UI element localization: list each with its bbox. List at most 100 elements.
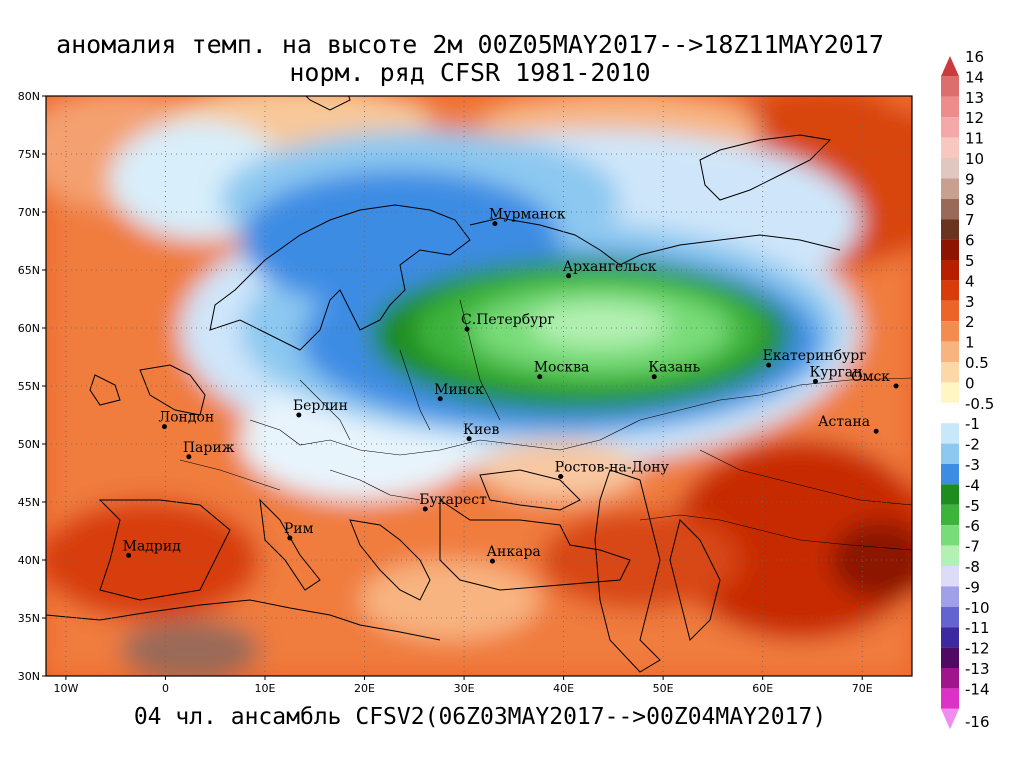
colorbar-swatch	[941, 382, 959, 403]
colorbar-label: 0	[965, 374, 975, 392]
colorbar-label: -2	[965, 436, 980, 454]
city-dot	[287, 535, 293, 541]
ensemble-footer: 04 чл. ансамбль CFSV2(06Z03MAY2017-->00Z…	[133, 704, 827, 730]
colorbar-swatch	[941, 525, 959, 546]
colorbar-label: -11	[965, 619, 990, 637]
colorbar-swatch	[941, 117, 959, 138]
colorbar-label: -14	[965, 680, 990, 698]
city-label: Берлин	[293, 398, 348, 414]
city-dot	[466, 436, 472, 442]
colorbar-swatch	[941, 341, 959, 362]
city-label: Астана	[818, 414, 870, 430]
lat-label: 60N	[18, 322, 40, 335]
city-dot	[464, 326, 470, 332]
lon-label: 70E	[852, 682, 873, 695]
lon-label: 10W	[53, 682, 78, 695]
colorbar-swatch	[941, 566, 959, 587]
colorbar-swatch	[941, 627, 959, 648]
lon-label: 30E	[454, 682, 475, 695]
colorbar-label: 10	[965, 150, 984, 168]
colorbar-label: -3	[965, 456, 980, 474]
city-label: Казань	[648, 360, 700, 376]
city-label: Курган	[809, 364, 862, 380]
colorbar-label: -12	[965, 640, 990, 658]
map-title: аномалия темп. на высоте 2м 00Z05MAY2017…	[56, 30, 884, 59]
colorbar-label: 7	[965, 211, 975, 229]
colorbar-label: -9	[965, 578, 980, 596]
colorbar-label: 3	[965, 293, 975, 311]
lon-label: 40E	[553, 682, 574, 695]
colorbar-label: 0.5	[965, 354, 989, 372]
colorbar-swatch	[941, 668, 959, 689]
anomaly-field	[46, 96, 912, 676]
colorbar-swatch	[941, 504, 959, 526]
city-dot	[296, 412, 302, 418]
city-dot	[489, 558, 495, 564]
city-dot	[161, 424, 167, 430]
lat-label: 45N	[18, 496, 40, 509]
lat-label: 70N	[18, 206, 40, 219]
colorbar-label: 12	[965, 109, 984, 127]
city-label: Мурманск	[489, 207, 566, 223]
colorbar-swatch	[941, 443, 959, 464]
city-label: Архангельск	[563, 259, 657, 275]
colorbar-swatch	[941, 647, 959, 668]
colorbar-swatch	[941, 362, 959, 383]
city-dot	[558, 473, 564, 479]
colorbar-swatch	[941, 96, 959, 118]
map-subtitle: норм. ряд CFSR 1981-2010	[289, 58, 651, 87]
colorbar-swatch	[941, 137, 959, 158]
colorbar-swatch	[941, 321, 959, 342]
colorbar-label: 11	[965, 130, 984, 148]
colorbar-swatch	[941, 300, 959, 322]
colorbar-swatch	[941, 178, 959, 199]
colorbar-swatch	[941, 464, 959, 485]
colorbar-label: 6	[965, 232, 975, 250]
colorbar-swatch	[941, 219, 959, 240]
colorbar-swatch	[941, 56, 959, 77]
colorbar-label: 2	[965, 313, 975, 331]
colorbar-label: -16	[965, 713, 990, 731]
lon-label: 10E	[255, 682, 276, 695]
city-dot	[126, 552, 132, 558]
colorbar-label: -13	[965, 660, 990, 678]
city-label: Омск	[851, 369, 890, 385]
colorbar-label: -7	[965, 538, 980, 556]
longitude-labels: 10W 0 10E 20E 30E 40E 50E 60E 70E	[53, 676, 873, 695]
lon-label: 60E	[752, 682, 773, 695]
colorbar-label: 14	[965, 68, 984, 86]
city-label: Рим	[284, 521, 314, 537]
lat-label: 80N	[18, 90, 40, 103]
colorbar-label: -4	[965, 476, 980, 494]
colorbar-label: 16	[965, 48, 984, 66]
city-dot	[812, 378, 818, 384]
city-label: С.Петербург	[461, 312, 555, 328]
city-label: Ростов-на-Дону	[555, 459, 670, 475]
colorbar-swatch	[941, 606, 959, 628]
colorbar-swatch	[941, 280, 959, 301]
lon-label: 50E	[653, 682, 674, 695]
colorbar-swatch	[941, 586, 959, 607]
city-dot	[437, 396, 443, 402]
lat-label: 40N	[18, 554, 40, 567]
colorbar-label: 8	[965, 191, 975, 209]
country-borders	[179, 299, 912, 551]
city-label: Париж	[183, 440, 235, 456]
lat-label: 35N	[18, 612, 40, 625]
city-dot	[651, 374, 657, 380]
colorbar-label: -10	[965, 599, 990, 617]
city-dot	[893, 383, 899, 389]
city-label: Бухарест	[419, 492, 487, 508]
colorbar: 16 14 13 12 11 10 9 8 7 6 5 4 3 2 1 0.5 0 -0.5 -1 -2 -3 -4 -5 -…	[941, 48, 994, 731]
city-label: Минск	[434, 382, 484, 398]
coastlines	[46, 96, 841, 673]
colorbar-label: 9	[965, 170, 975, 188]
city-dot	[422, 506, 428, 512]
city-label: Мадрид	[123, 538, 182, 554]
city-markers: Мурманск Архангельск С.Петербург Москва Каза…	[123, 207, 899, 564]
city-dot	[766, 362, 772, 368]
colorbar-swatch	[941, 76, 959, 97]
colorbar-swatch	[941, 708, 959, 730]
colorbar-swatch	[941, 545, 959, 566]
